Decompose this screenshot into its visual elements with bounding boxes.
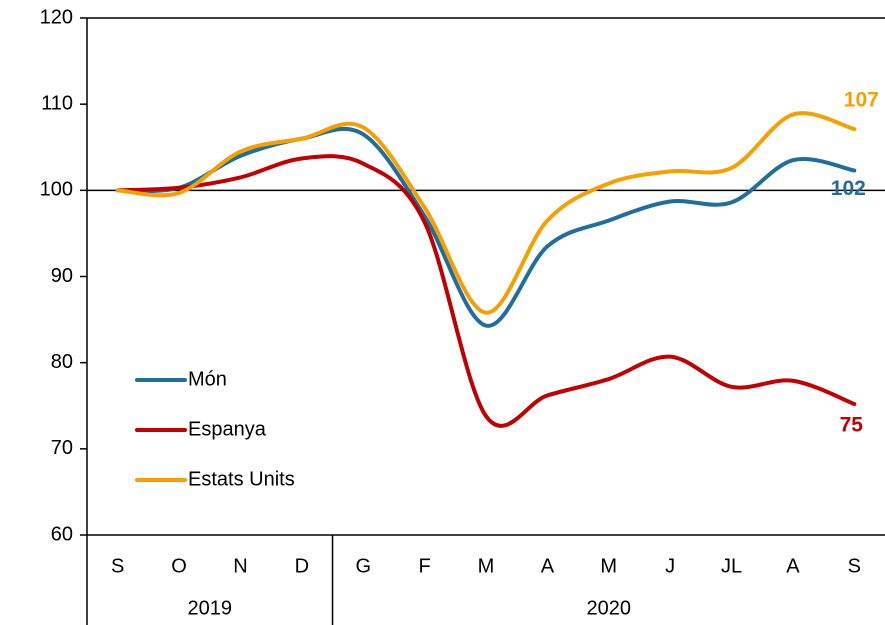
x-tick-label: O [171, 555, 187, 577]
x-tick-label: M [478, 555, 495, 577]
x-tick-label: S [111, 555, 124, 577]
x-group-label: 2020 [587, 597, 632, 619]
legend-label: Espanya [188, 418, 267, 440]
data-label: 102 [831, 177, 866, 200]
x-tick-label: A [786, 555, 800, 577]
x-tick-label: J [665, 555, 675, 577]
x-tick-label: D [295, 555, 309, 577]
x-tick-label: JL [721, 555, 742, 577]
y-tick-label: 120 [40, 6, 73, 28]
y-tick-label: 100 [40, 179, 73, 201]
x-tick-label: G [355, 555, 371, 577]
series-line [115, 154, 857, 428]
x-tick-label: F [419, 555, 431, 577]
x-tick-label: N [233, 555, 247, 577]
y-tick-label: 90 [51, 265, 73, 287]
x-tick-label: S [848, 555, 861, 577]
x-group-label: 2019 [188, 597, 233, 619]
series-line [115, 111, 857, 315]
data-label: 75 [840, 414, 864, 437]
y-tick-label: 110 [41, 92, 73, 114]
legend-label: Estats Units [188, 468, 295, 490]
y-tick-label: 70 [51, 437, 73, 459]
data-label: 107 [844, 89, 879, 112]
series-line [115, 126, 857, 328]
y-tick-label: 80 [51, 351, 73, 373]
legend-label: Món [188, 368, 227, 390]
y-tick-label: 60 [51, 523, 73, 545]
x-tick-label: A [541, 555, 555, 577]
x-tick-label: M [600, 555, 617, 577]
